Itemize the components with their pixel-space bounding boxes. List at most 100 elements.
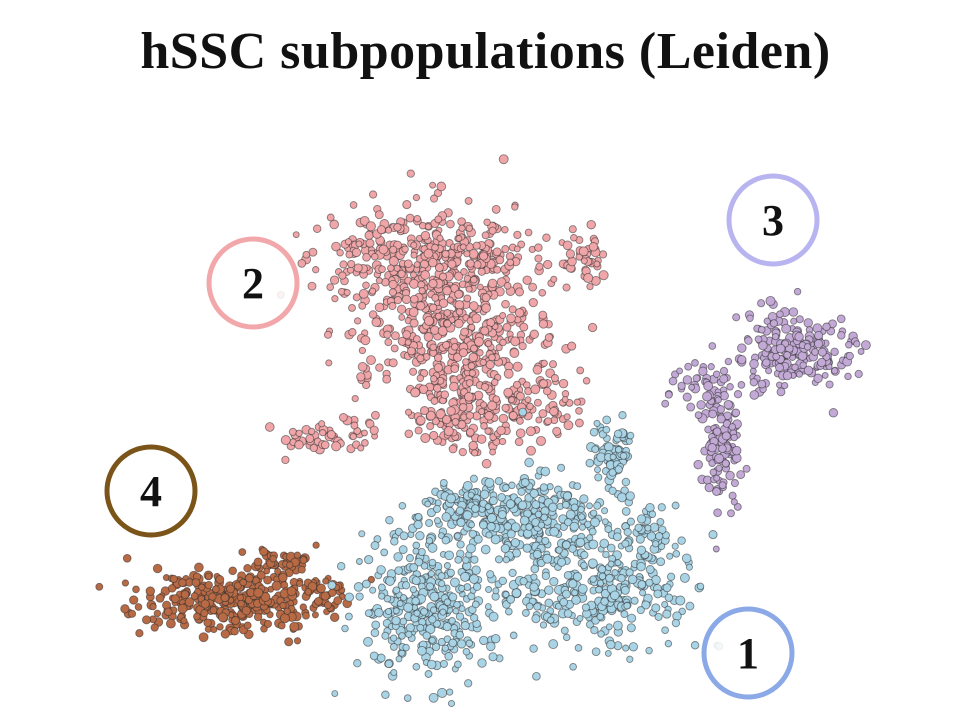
cluster-4-point xyxy=(198,583,206,591)
cluster-3-point xyxy=(763,317,771,325)
cluster-2-point xyxy=(264,422,275,432)
cluster-1-point xyxy=(590,626,599,635)
cluster-1-point xyxy=(466,543,476,554)
cluster-4-point xyxy=(132,585,140,594)
cluster-2-point xyxy=(574,418,584,428)
cluster-2-point xyxy=(463,250,471,258)
cluster-label-3: 3 xyxy=(726,173,820,267)
cluster-2-point xyxy=(479,251,489,261)
cluster-2-point xyxy=(503,368,514,379)
cluster-1-point xyxy=(598,572,607,581)
cluster-2-point xyxy=(538,319,549,329)
cluster-2-point xyxy=(522,275,532,285)
cluster-4-point xyxy=(299,603,308,611)
cluster-2-point xyxy=(357,444,365,452)
cluster-2-point xyxy=(320,440,330,450)
cluster-3-point xyxy=(702,391,713,402)
cluster-1-point xyxy=(455,612,465,621)
cluster-2-point xyxy=(348,328,357,337)
cluster-2-point xyxy=(450,342,459,351)
cluster-1-point xyxy=(494,555,504,564)
cluster-1-point xyxy=(448,638,458,648)
cluster-1-point xyxy=(412,662,421,671)
cluster-1-point xyxy=(370,628,380,638)
cluster-1-point xyxy=(413,519,423,530)
cluster-2-point xyxy=(426,422,435,431)
cluster-1-point xyxy=(488,652,498,662)
cluster-2-point xyxy=(565,249,576,259)
cluster-1-point xyxy=(664,639,673,648)
cluster-4-point xyxy=(226,584,235,594)
cluster-1-point xyxy=(529,488,539,499)
cluster-1-point xyxy=(541,536,550,545)
cluster-1-point xyxy=(531,500,541,510)
cluster-2-point xyxy=(440,390,450,399)
cluster-1-point xyxy=(432,504,442,513)
cluster-2-point xyxy=(535,416,543,424)
cluster-2-point xyxy=(441,249,450,259)
cluster-1-point xyxy=(609,590,620,601)
cluster-1-point xyxy=(336,561,346,571)
cluster-2-point xyxy=(454,300,465,310)
cluster-1-point xyxy=(399,617,408,626)
cluster-1-point xyxy=(393,552,403,562)
cluster-4-point xyxy=(228,566,238,576)
cluster-2-point xyxy=(434,312,443,320)
cluster-2-point xyxy=(388,279,398,290)
cluster-1-point xyxy=(648,510,657,518)
cluster-1-point xyxy=(576,614,584,622)
cluster-1-point xyxy=(422,631,431,640)
cluster-4-point xyxy=(316,583,326,594)
cluster-1-point xyxy=(578,523,586,531)
cluster-2-point xyxy=(446,219,455,229)
cluster-1-point xyxy=(634,523,643,532)
cluster-3-point xyxy=(737,343,747,353)
cluster-2-point xyxy=(355,240,363,248)
cluster-1-point xyxy=(455,506,465,515)
cluster-1-point xyxy=(644,524,652,532)
cluster-1-point xyxy=(443,562,451,570)
cluster-4-points xyxy=(95,541,376,647)
cluster-2-point xyxy=(401,294,412,305)
cluster-1-point xyxy=(519,515,530,526)
cluster-2-point xyxy=(438,298,449,308)
cluster-3-point xyxy=(776,387,786,397)
cluster-2-point xyxy=(371,252,379,261)
cluster-2-point xyxy=(383,330,392,339)
cluster-1-point xyxy=(381,631,390,640)
cluster-2-point xyxy=(430,375,438,383)
cluster-label-ring xyxy=(726,173,820,267)
cluster-3-point xyxy=(788,307,799,317)
cluster-2-point xyxy=(519,322,529,332)
cluster-2-point xyxy=(454,318,464,329)
cluster-2-point xyxy=(455,308,464,316)
cluster-2-point xyxy=(448,444,458,454)
cluster-2-point xyxy=(407,346,416,356)
cluster-1-point xyxy=(522,543,532,553)
cluster-1-point xyxy=(690,641,700,650)
cluster-2-point xyxy=(436,234,444,242)
cluster-2-point xyxy=(404,408,413,416)
cluster-2-point xyxy=(388,288,397,297)
cluster-2-point xyxy=(297,259,307,268)
cluster-4-point xyxy=(269,554,277,563)
cluster-3-point xyxy=(825,380,834,389)
cluster-1-point xyxy=(593,419,601,427)
cluster-1-point xyxy=(626,623,636,633)
cluster-1-point xyxy=(661,626,669,635)
cluster-2-point xyxy=(443,426,454,437)
cluster-2-point xyxy=(539,379,549,389)
cluster-3-point xyxy=(664,390,673,399)
cluster-2-point xyxy=(280,435,291,446)
cluster-2-point xyxy=(483,218,491,226)
cluster-1-point xyxy=(444,651,454,661)
cluster-1-point xyxy=(390,537,399,546)
cluster-2-point xyxy=(454,271,464,281)
cluster-2-point xyxy=(375,277,383,285)
cluster-1-point xyxy=(618,411,627,420)
cluster-1-point xyxy=(666,552,674,560)
cluster-3-point xyxy=(757,379,767,389)
cluster-1-point xyxy=(636,545,647,555)
cluster-4-point xyxy=(245,573,254,583)
cluster-4-point xyxy=(155,593,165,603)
